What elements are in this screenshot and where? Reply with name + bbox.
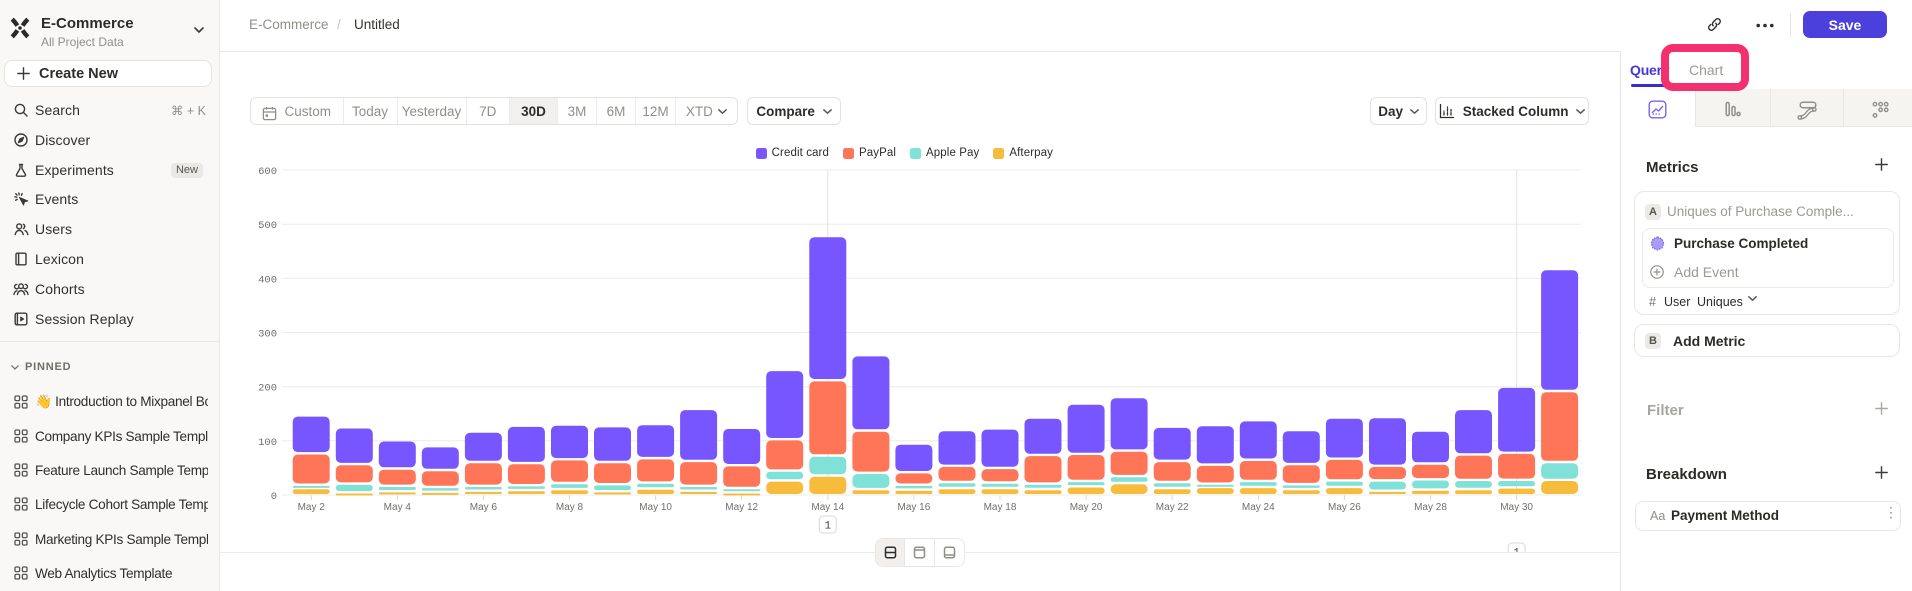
- svg-text:May 26: May 26: [1328, 502, 1361, 513]
- svg-text:May 20: May 20: [1070, 502, 1103, 513]
- svg-text:200: 200: [258, 383, 277, 395]
- svg-text:May 12: May 12: [725, 502, 758, 513]
- svg-text:May 2: May 2: [298, 502, 326, 513]
- svg-text:500: 500: [258, 220, 277, 232]
- svg-text:300: 300: [258, 329, 277, 341]
- svg-text:May 6: May 6: [470, 502, 498, 513]
- svg-text:100: 100: [258, 437, 277, 449]
- svg-text:May 22: May 22: [1156, 502, 1189, 513]
- svg-text:1: 1: [824, 521, 831, 533]
- svg-text:May 24: May 24: [1242, 502, 1275, 513]
- svg-text:May 30: May 30: [1500, 502, 1533, 513]
- svg-text:0: 0: [271, 491, 277, 503]
- svg-text:May 14: May 14: [811, 502, 844, 513]
- svg-text:May 10: May 10: [639, 502, 672, 513]
- svg-text:May 4: May 4: [384, 502, 412, 513]
- svg-text:400: 400: [258, 274, 277, 286]
- svg-text:May 28: May 28: [1414, 502, 1447, 513]
- svg-text:600: 600: [258, 166, 277, 178]
- svg-text:May 18: May 18: [984, 502, 1017, 513]
- svg-text:May 8: May 8: [556, 502, 584, 513]
- svg-text:1: 1: [1513, 548, 1520, 553]
- svg-text:May 16: May 16: [898, 502, 931, 513]
